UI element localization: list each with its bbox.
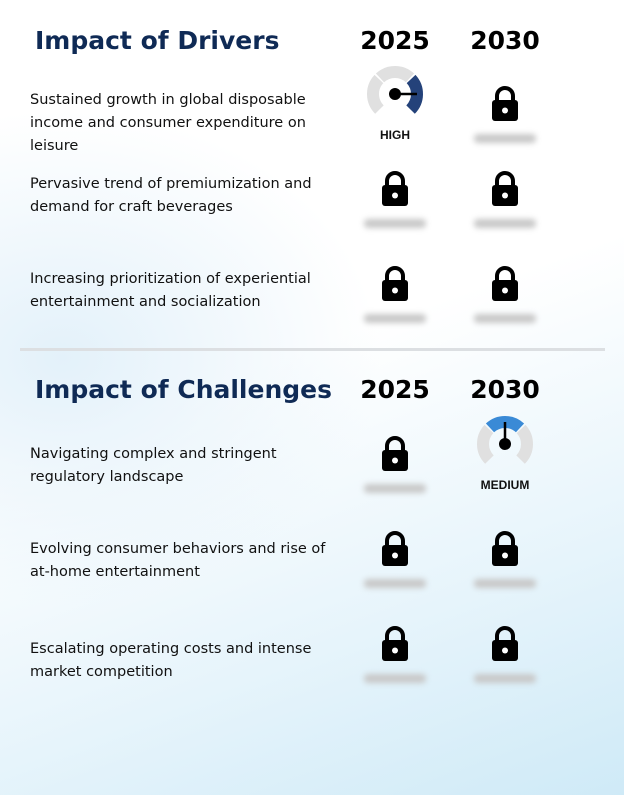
impact-gauge: MEDIUM xyxy=(460,414,550,494)
impact-level: HIGH xyxy=(380,128,410,142)
lock-icon[interactable] xyxy=(490,266,520,306)
gauge-icon xyxy=(473,414,537,476)
blurred-value xyxy=(474,579,536,588)
lock-icon[interactable] xyxy=(490,626,520,666)
locked-cell xyxy=(350,436,440,516)
row-label: Navigating complex and stringent regulat… xyxy=(30,446,277,485)
row-label: Increasing prioritization of experientia… xyxy=(30,271,311,310)
locked-cell xyxy=(460,171,550,251)
lock-icon[interactable] xyxy=(490,531,520,571)
locked-cell xyxy=(460,266,550,346)
drivers-year-2025: 2025 xyxy=(360,26,430,55)
lock-icon[interactable] xyxy=(490,171,520,211)
blurred-value xyxy=(364,314,426,323)
locked-cell xyxy=(460,86,550,166)
locked-cell xyxy=(350,266,440,346)
locked-cell xyxy=(460,626,550,706)
section-divider xyxy=(20,348,605,351)
locked-cell xyxy=(350,531,440,611)
impact-gauge: HIGH xyxy=(350,64,440,144)
challenges-title: Impact of Challenges xyxy=(35,375,332,404)
row-label: Sustained growth in global disposable in… xyxy=(30,92,306,154)
blurred-value xyxy=(474,314,536,323)
row-label: Evolving consumer behaviors and rise of … xyxy=(30,541,326,580)
blurred-value xyxy=(364,219,426,228)
drivers-title: Impact of Drivers xyxy=(35,26,280,55)
lock-icon[interactable] xyxy=(380,436,410,476)
blurred-value xyxy=(364,579,426,588)
lock-icon[interactable] xyxy=(380,531,410,571)
blurred-value xyxy=(474,674,536,683)
challenges-year-2030: 2030 xyxy=(470,375,540,404)
impact-level: MEDIUM xyxy=(480,478,530,492)
blurred-value xyxy=(474,219,536,228)
blurred-value xyxy=(364,674,426,683)
blurred-value xyxy=(474,134,536,143)
locked-cell xyxy=(350,626,440,706)
gauge-icon xyxy=(363,64,427,126)
lock-icon[interactable] xyxy=(380,266,410,306)
challenges-year-2025: 2025 xyxy=(360,375,430,404)
row-label: Escalating operating costs and intense m… xyxy=(30,641,312,680)
lock-icon[interactable] xyxy=(490,86,520,126)
drivers-year-2030: 2030 xyxy=(470,26,540,55)
blurred-value xyxy=(364,484,426,493)
row-label: Pervasive trend of premiumization and de… xyxy=(30,176,312,215)
locked-cell xyxy=(460,531,550,611)
locked-cell xyxy=(350,171,440,251)
lock-icon[interactable] xyxy=(380,626,410,666)
lock-icon[interactable] xyxy=(380,171,410,211)
